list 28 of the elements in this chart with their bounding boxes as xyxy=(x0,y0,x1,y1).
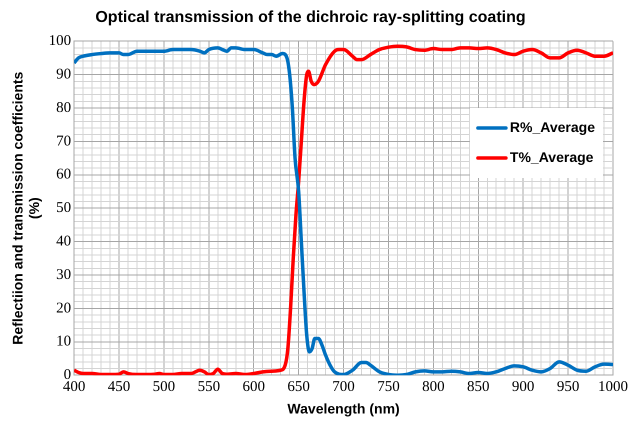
x-tick-label: 800 xyxy=(422,379,445,396)
y-tick-label: 60 xyxy=(56,166,72,183)
x-tick-label: 750 xyxy=(377,379,400,396)
x-tick-label: 450 xyxy=(108,379,130,396)
x-tick-label: 500 xyxy=(152,379,176,396)
y-tick-label: 80 xyxy=(56,100,72,116)
y-tick-label: 50 xyxy=(56,200,72,216)
y-tick-label: 20 xyxy=(56,300,72,316)
x-tick-label: 950 xyxy=(556,379,580,396)
chart-title: Optical transmission of the dichroic ray-splitting coating xyxy=(95,9,526,26)
x-tick-label: 650 xyxy=(287,379,310,396)
x-tick-label: 550 xyxy=(198,379,220,396)
x-axis-title: Wavelength (nm) xyxy=(287,400,400,416)
x-tick-label: 900 xyxy=(512,379,534,396)
x-tick-label: 700 xyxy=(332,379,355,396)
x-tick-label: 1000 xyxy=(598,379,628,396)
y-tick-label: 70 xyxy=(56,133,72,150)
legend-label: R%_Average xyxy=(510,118,596,135)
y-axis-title: Reflectiion and transmission coefficients (%) xyxy=(9,71,42,345)
legend-label: T%_Average xyxy=(510,148,594,165)
y-tick-label: 90 xyxy=(56,66,72,83)
x-tick-label: 850 xyxy=(467,379,490,396)
x-tick-label: 400 xyxy=(62,379,86,396)
x-tick-label: 600 xyxy=(242,379,265,396)
y-tick-label: 10 xyxy=(56,334,72,350)
y-tick-label: 40 xyxy=(56,234,72,250)
y-tick-label: 100 xyxy=(48,33,72,50)
y-tick-label: 30 xyxy=(56,266,72,283)
